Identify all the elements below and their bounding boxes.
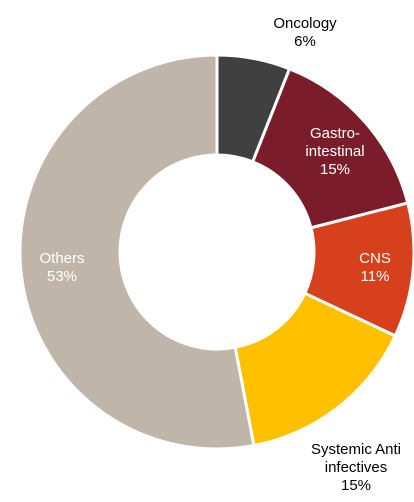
donut-slice [18,53,256,451]
slice-label: Oncology 6% [245,15,365,51]
category-label: Oncology [273,15,337,32]
value-label: 15% [319,161,351,178]
category-label: Gastro-intestinal [305,125,365,160]
slice-label: Others 53% [22,250,102,286]
category-label: Systemic Anti infectives [310,441,402,476]
category-label: CNS [359,250,391,267]
category-label: Others [39,250,85,267]
value-label: 15% [340,477,372,494]
value-label: 6% [294,33,316,50]
slice-label: Gastro-intestinal 15% [295,125,375,179]
value-label: 53% [46,268,78,285]
value-label: 11% [360,268,390,285]
slice-label: Systemic Anti infectives 15% [299,441,414,495]
slice-label: CNS 11% [335,250,414,286]
